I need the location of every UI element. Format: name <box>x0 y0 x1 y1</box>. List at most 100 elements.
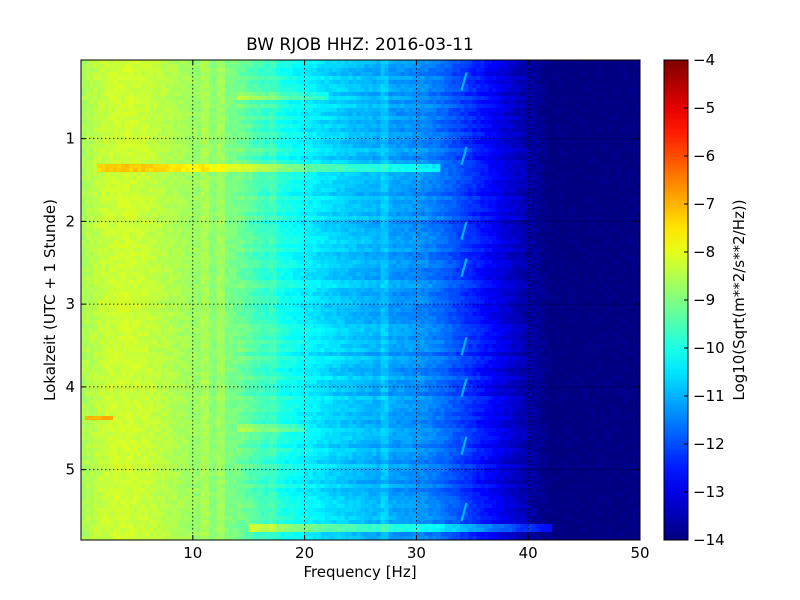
heatmap-cell <box>636 148 640 153</box>
heatmap-cell <box>256 132 262 137</box>
heatmap-cell <box>244 88 250 93</box>
heatmap-cell <box>256 172 262 177</box>
heatmap-cell <box>172 140 178 145</box>
heatmap-cell <box>504 196 509 201</box>
heatmap-cell <box>364 188 370 193</box>
heatmap-cell <box>312 132 318 137</box>
heatmap-cell <box>480 188 485 193</box>
heatmap-cell <box>476 124 481 129</box>
heatmap-cell <box>400 92 406 97</box>
heatmap-cell <box>212 140 218 145</box>
heatmap-cell <box>136 156 142 161</box>
heatmap-cell <box>116 108 122 113</box>
heatmap-cell <box>100 200 106 205</box>
heatmap-cell <box>524 196 529 201</box>
heatmap-cell <box>104 132 110 137</box>
heatmap-cell <box>240 196 246 201</box>
heatmap-cell <box>568 92 573 97</box>
heatmap-cell <box>400 136 406 141</box>
heatmap-cell <box>592 68 597 73</box>
heatmap-cell <box>624 116 629 121</box>
heatmap-cell <box>624 196 629 201</box>
heatmap-cell <box>81 192 86 197</box>
heatmap-cell <box>480 156 485 161</box>
heatmap-cell <box>288 84 294 89</box>
heatmap-cell <box>584 100 589 105</box>
heatmap-cell <box>244 96 250 101</box>
heatmap-cell <box>196 120 202 125</box>
heatmap-cell <box>288 148 294 153</box>
heatmap-cell <box>336 92 342 97</box>
heatmap-cell <box>448 76 453 81</box>
heatmap-cell <box>484 76 489 81</box>
heatmap-cell <box>484 68 489 73</box>
heatmap-cell <box>84 156 90 161</box>
heatmap-cell <box>308 188 314 193</box>
heatmap-cell <box>308 200 314 205</box>
heatmap-cell <box>128 140 134 145</box>
heatmap-cell <box>224 156 230 161</box>
heatmap-cell <box>448 136 453 141</box>
heatmap-cell <box>304 112 310 117</box>
heatmap-cell <box>236 104 242 109</box>
heatmap-cell <box>568 164 573 169</box>
heatmap-cell <box>268 116 274 121</box>
heatmap-cell <box>348 92 354 97</box>
heatmap-cell <box>268 160 274 165</box>
heatmap-cell <box>432 180 437 185</box>
heatmap-cell <box>236 108 242 113</box>
heatmap-cell <box>388 116 394 121</box>
heatmap-cell <box>424 104 429 109</box>
heatmap-cell <box>200 176 206 181</box>
heatmap-cell <box>508 148 513 153</box>
heatmap-cell <box>84 144 90 149</box>
heatmap-cell <box>160 92 166 97</box>
heatmap-cell <box>532 88 537 93</box>
heatmap-cell <box>612 60 617 65</box>
heatmap-cell <box>328 200 334 205</box>
heatmap-cell <box>128 172 134 177</box>
heatmap-cell <box>336 200 342 205</box>
heatmap-cell <box>608 180 613 185</box>
heatmap-cell <box>544 164 549 169</box>
heatmap-cell <box>632 132 637 137</box>
heatmap-cell <box>168 176 174 181</box>
heatmap-cell <box>120 76 126 81</box>
heatmap-cell <box>528 156 533 161</box>
heatmap-cell <box>536 184 541 189</box>
heatmap-cell <box>292 196 298 201</box>
heatmap-cell <box>300 116 306 121</box>
heatmap-cell <box>300 192 306 197</box>
heatmap-cell <box>404 188 410 193</box>
heatmap-cell <box>272 132 278 137</box>
heatmap-cell <box>244 172 250 177</box>
heatmap-cell <box>228 132 234 137</box>
heatmap-cell <box>432 112 437 117</box>
heatmap-cell <box>216 112 222 117</box>
heatmap-cell <box>604 84 609 89</box>
heatmap-cell <box>604 156 609 161</box>
heatmap-cell <box>444 192 449 197</box>
heatmap-cell <box>600 176 605 181</box>
heatmap-cell <box>392 160 398 165</box>
heatmap-cell <box>280 120 286 125</box>
heatmap-cell <box>88 60 94 65</box>
heatmap-cell <box>96 128 102 133</box>
heatmap-cell <box>300 124 306 129</box>
heatmap-cell <box>444 72 449 77</box>
heatmap-cell <box>624 176 629 181</box>
heatmap-cell <box>468 164 473 169</box>
heatmap-cell <box>104 200 110 205</box>
heatmap-cell <box>196 104 202 109</box>
heatmap-cell <box>512 76 517 81</box>
heatmap-cell <box>520 132 525 137</box>
heatmap-cell <box>112 156 118 161</box>
heatmap-cell <box>584 84 589 89</box>
heatmap-cell <box>188 144 194 149</box>
heatmap-cell <box>272 200 278 205</box>
heatmap-cell <box>144 188 150 193</box>
heatmap-cell <box>164 100 170 105</box>
heatmap-cell <box>128 88 134 93</box>
heatmap-cell <box>528 120 533 125</box>
heatmap-cell <box>352 76 358 81</box>
